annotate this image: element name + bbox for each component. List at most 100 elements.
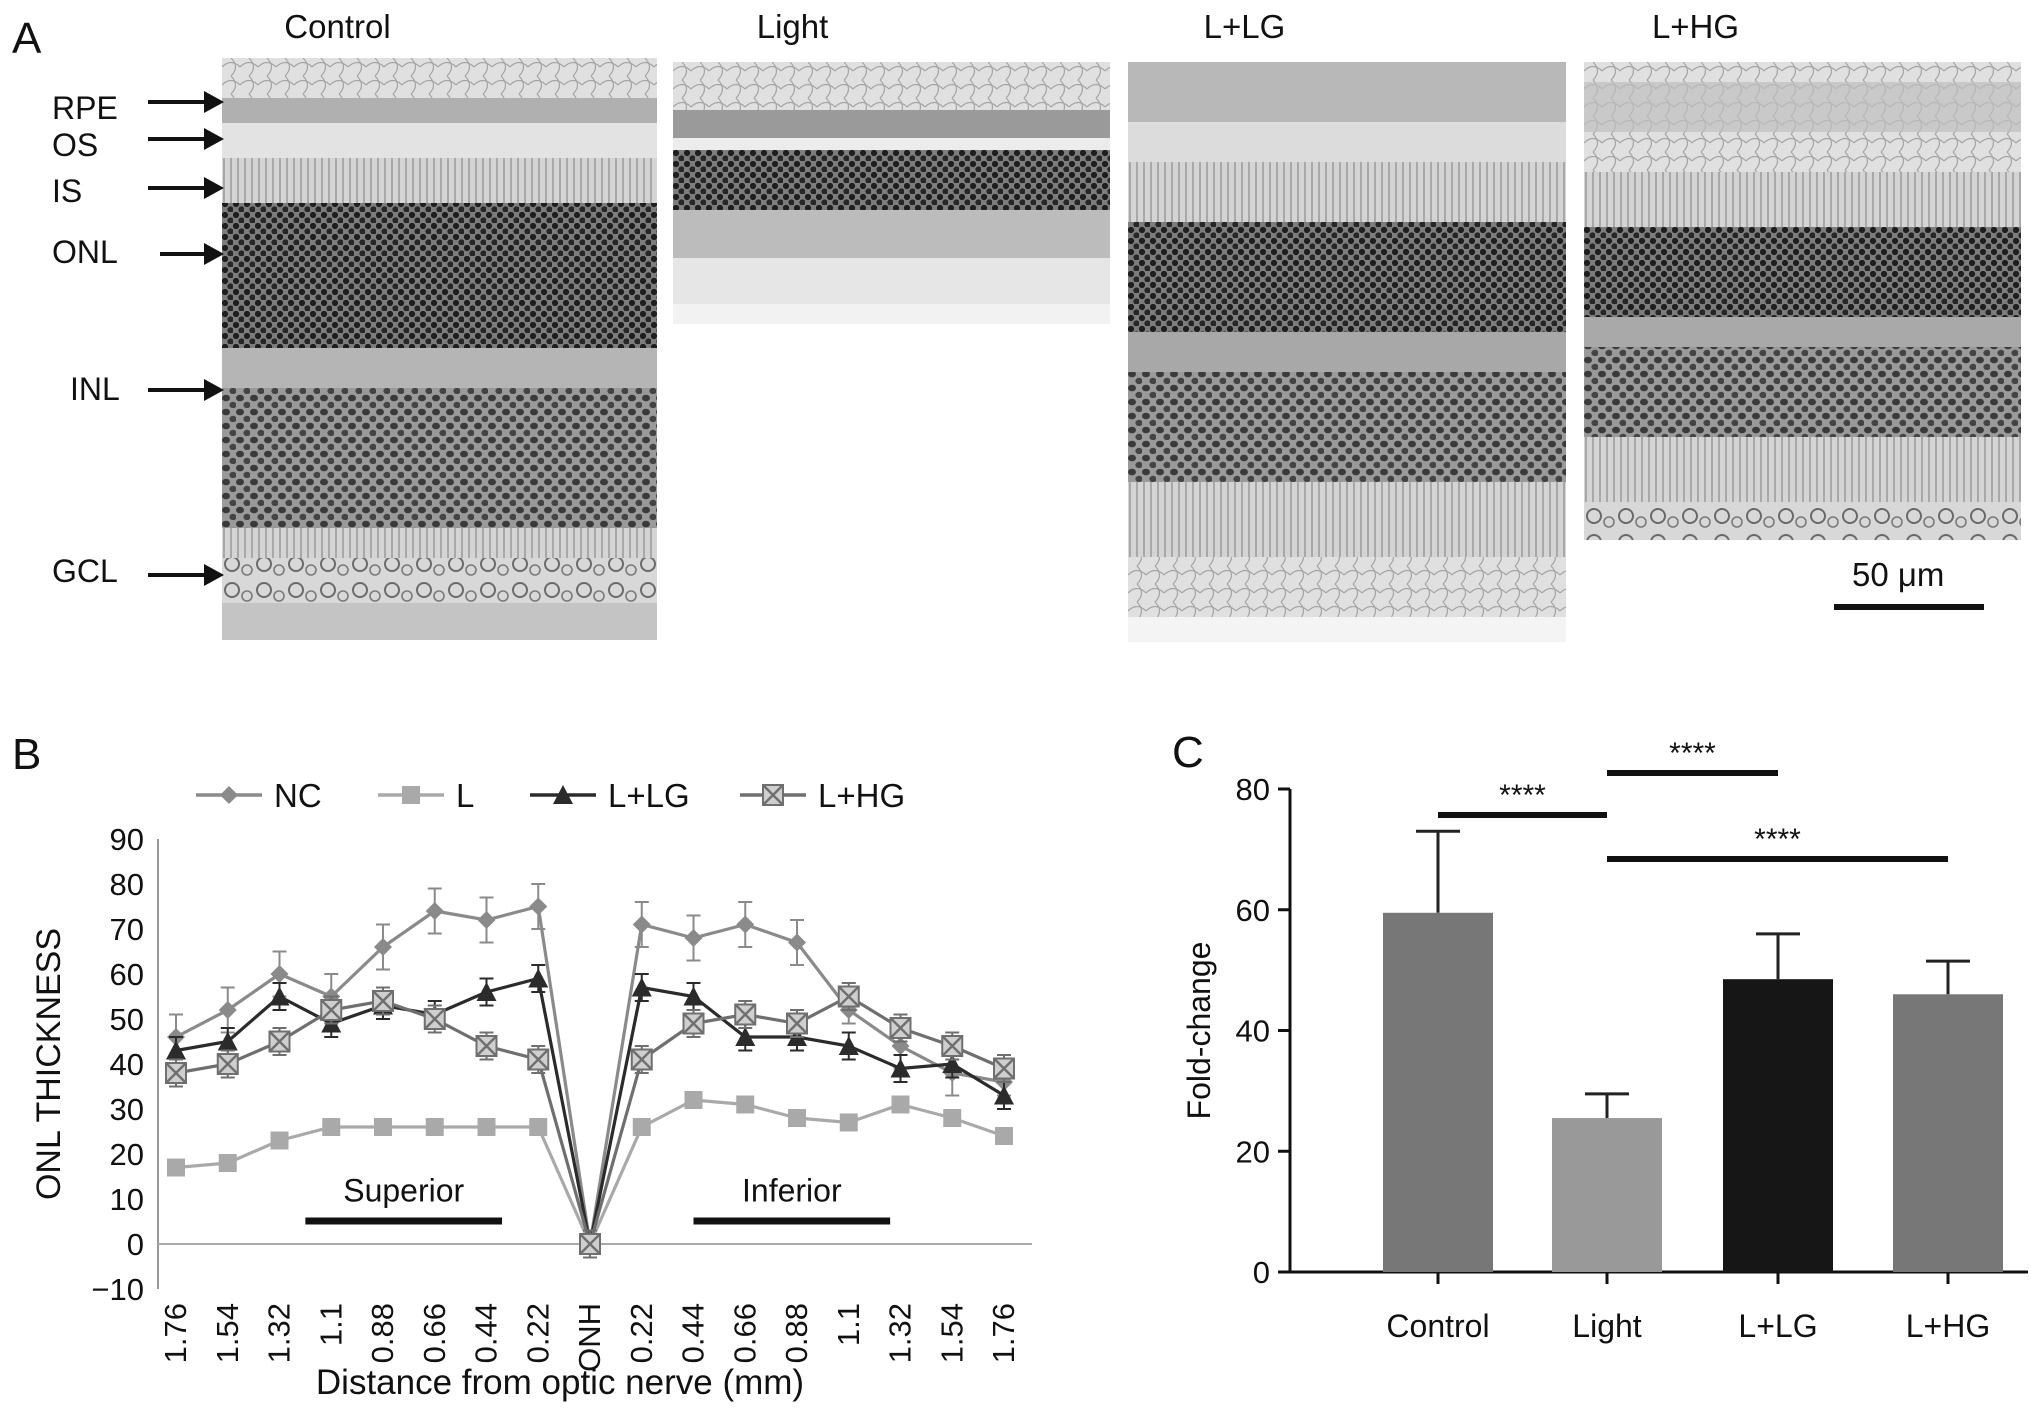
micro-title-llg: L+LG <box>1203 8 1286 45</box>
data-point <box>529 1118 548 1136</box>
x-tick-label: 1.1 <box>831 1303 866 1346</box>
series-l-lg <box>166 964 1014 1259</box>
data-point <box>425 902 444 920</box>
y-tick-label: 0 <box>127 1227 144 1262</box>
legend-marker <box>402 786 420 804</box>
data-point <box>891 1095 910 1114</box>
y-tick-label: 70 <box>110 912 144 947</box>
layer-label-rpe: RPE <box>52 90 118 126</box>
arrow-onl <box>160 252 208 256</box>
data-point <box>528 968 549 988</box>
data-point <box>372 990 394 1012</box>
significance-bracket <box>1607 770 1778 776</box>
y-axis-label: Fold-change <box>1181 942 1217 1120</box>
layer-label-inl: INL <box>70 371 120 407</box>
x-tick-label: 0.88 <box>779 1303 814 1363</box>
data-point <box>268 1030 291 1053</box>
data-point <box>579 1233 601 1255</box>
micrograph-llg <box>1128 62 1566 642</box>
bar-l-lg <box>1723 979 1833 1272</box>
data-point <box>736 915 755 934</box>
legend-label: L+HG <box>818 777 905 814</box>
data-point <box>942 1054 963 1073</box>
data-point <box>683 986 704 1006</box>
data-point <box>788 933 806 952</box>
arrow-gcl <box>148 573 208 577</box>
scale-bar <box>1834 604 1984 610</box>
legend-marker <box>553 785 573 804</box>
legend-label: L <box>456 777 474 814</box>
data-point <box>632 915 651 934</box>
data-point <box>477 1118 496 1136</box>
data-point <box>218 1154 237 1172</box>
data-point <box>269 986 290 1006</box>
y-tick-label: 60 <box>110 957 144 992</box>
y-tick-label: 80 <box>110 867 144 902</box>
x-axis-label: Distance from optic nerve (mm) <box>316 1363 804 1402</box>
data-point <box>682 1012 705 1035</box>
data-point <box>889 1017 912 1039</box>
data-point <box>837 985 860 1008</box>
data-point <box>477 911 496 929</box>
series-line <box>175 994 1005 1250</box>
data-point <box>527 1048 550 1071</box>
arrow-head-is <box>204 177 224 199</box>
data-point <box>322 1118 341 1136</box>
data-point <box>735 1027 756 1046</box>
onl-thickness-chart: −10 0 10 20 30 40 50 60 70 80 90 ONL THICKNESS 1.76 1… <box>30 777 1032 1402</box>
x-tick-label: 1.1 <box>313 1303 348 1346</box>
layer-label-is: IS <box>52 173 83 209</box>
y-axis-label: ONL THICKNESS <box>30 928 68 1200</box>
layer-label-onl: ONL <box>52 234 118 270</box>
micro-title-lhg: L+HG <box>1651 8 1740 45</box>
superior-bar <box>305 1217 503 1225</box>
data-point <box>529 897 548 916</box>
x-tick-label: 1.32 <box>883 1303 918 1363</box>
data-point <box>684 929 703 947</box>
x-tick-label: 0.88 <box>365 1303 400 1363</box>
micro-title-control: Control <box>284 8 391 45</box>
y-tick-label: 60 <box>1236 893 1270 928</box>
x-tick-label: 1.76 <box>158 1303 193 1363</box>
data-point <box>423 1008 446 1030</box>
x-tick-label: ONH <box>572 1303 607 1372</box>
inferior-label: Inferior <box>742 1173 842 1209</box>
bar-light <box>1552 1118 1662 1272</box>
legend-label: NC <box>274 777 322 814</box>
data-point <box>994 1085 1014 1105</box>
data-point <box>374 938 392 956</box>
data-point <box>475 1035 498 1057</box>
data-point <box>476 982 497 1001</box>
x-tick-label: Control <box>1386 1308 1489 1344</box>
data-point <box>166 1040 186 1060</box>
arrow-rpe <box>148 100 208 104</box>
x-tick-label: 0.44 <box>676 1303 711 1363</box>
data-point <box>216 1053 239 1075</box>
significance-label: **** <box>1499 779 1546 812</box>
bar-control <box>1383 912 1493 1272</box>
x-tick-label: 0.66 <box>727 1303 762 1363</box>
data-point <box>374 1118 392 1136</box>
arrow-head-inl <box>204 379 224 401</box>
arrow-inl <box>148 388 208 392</box>
data-point <box>788 1109 806 1127</box>
x-tick-label: 1.76 <box>986 1303 1021 1363</box>
y-tick-label: −10 <box>91 1272 144 1307</box>
y-tick-label: 0 <box>1253 1255 1270 1290</box>
micrograph-control <box>222 58 657 640</box>
y-tick-label: 10 <box>110 1182 144 1217</box>
arrow-os <box>148 137 208 141</box>
data-point <box>993 1057 1015 1080</box>
data-point <box>839 1113 858 1132</box>
arrow-head-rpe <box>204 91 224 113</box>
y-tick-label: 90 <box>110 822 144 857</box>
x-tick-label: 0.66 <box>417 1303 452 1363</box>
series-l <box>167 1091 1013 1253</box>
significance-label: **** <box>1669 737 1716 770</box>
bar-l-hg <box>1893 994 2003 1272</box>
panel-b-letter: B <box>12 730 42 779</box>
x-tick-label: L+HG <box>1906 1308 1990 1344</box>
y-tick-label: 40 <box>110 1047 144 1082</box>
data-point <box>943 1109 962 1127</box>
arrow-head-os <box>204 128 224 150</box>
